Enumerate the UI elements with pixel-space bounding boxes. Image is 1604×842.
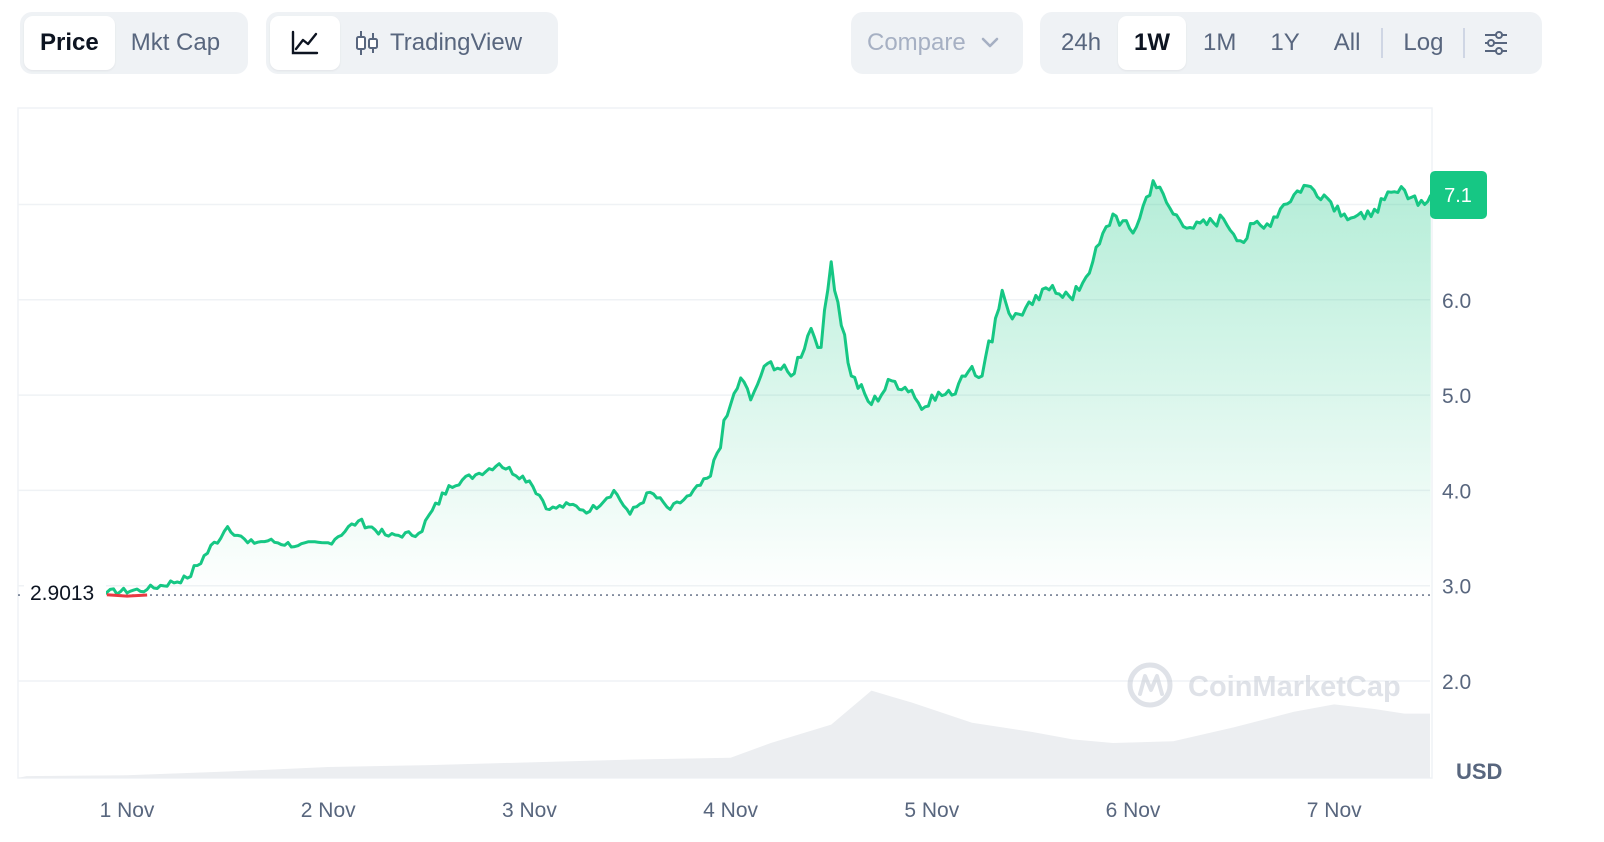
line-chart-button[interactable] bbox=[270, 16, 340, 70]
view-toggle: Price Mkt Cap bbox=[20, 12, 248, 74]
x-tick-label: 1 Nov bbox=[100, 799, 155, 822]
y-tick-label: 5.0 bbox=[1442, 385, 1471, 408]
range-divider bbox=[1381, 28, 1384, 58]
range-24h[interactable]: 24h bbox=[1061, 29, 1102, 56]
compare-dropdown[interactable]: Compare bbox=[851, 12, 1023, 74]
price-area bbox=[26, 180, 1431, 596]
range-1w[interactable]: 1W bbox=[1118, 16, 1187, 70]
x-tick-label: 7 Nov bbox=[1307, 799, 1362, 822]
candlestick-icon bbox=[354, 29, 380, 57]
volume-area bbox=[18, 690, 1430, 778]
price-line bbox=[26, 179, 1433, 599]
sliders-icon bbox=[1483, 31, 1509, 55]
open-price-label-bg bbox=[24, 579, 106, 606]
x-tick-label: 6 Nov bbox=[1106, 799, 1161, 822]
coinmarketcap-watermark: CoinMarketCap bbox=[1127, 662, 1401, 708]
tradingview-label: TradingView bbox=[390, 29, 523, 56]
y-tick-label: 4.0 bbox=[1442, 480, 1471, 503]
line-chart-icon bbox=[290, 30, 320, 56]
settings-divider bbox=[1463, 28, 1466, 58]
y-tick-label: 2.0 bbox=[1442, 671, 1471, 694]
y-tick-label: 6.0 bbox=[1442, 290, 1471, 313]
range-all[interactable]: All bbox=[1333, 29, 1361, 56]
coinmarketcap-logo-icon bbox=[1127, 662, 1173, 708]
tab-mkt-cap[interactable]: Mkt Cap bbox=[130, 29, 221, 56]
open-price-label: 2.9013 bbox=[30, 582, 94, 605]
log-toggle[interactable]: Log bbox=[1403, 29, 1444, 56]
current-price-badge bbox=[1430, 170, 1487, 219]
y-tick-label: 3.0 bbox=[1442, 576, 1471, 599]
chevron-down-icon bbox=[980, 36, 1000, 50]
x-tick-label: 3 Nov bbox=[502, 799, 557, 822]
range-selector: 24h 1W 1M 1Y All Log bbox=[1040, 12, 1542, 74]
range-1y[interactable]: 1Y bbox=[1270, 29, 1300, 56]
x-tick-label: 2 Nov bbox=[301, 799, 356, 822]
compare-label: Compare bbox=[867, 29, 966, 56]
current-price-label: 7.1 bbox=[1444, 185, 1472, 207]
watermark-text: CoinMarketCap bbox=[1188, 671, 1401, 703]
tradingview-button[interactable]: TradingView bbox=[340, 16, 536, 70]
chart-settings-button[interactable] bbox=[1469, 16, 1523, 70]
x-tick-label: 5 Nov bbox=[904, 799, 959, 822]
compare-inner: Compare bbox=[855, 16, 1012, 70]
chart-style-toggle: TradingView bbox=[266, 12, 558, 74]
tab-price[interactable]: Price bbox=[24, 16, 115, 70]
x-tick-label: 4 Nov bbox=[703, 799, 758, 822]
currency-label: USD bbox=[1456, 759, 1502, 784]
range-1m[interactable]: 1M bbox=[1203, 29, 1237, 56]
price-line-below-open bbox=[106, 593, 148, 598]
